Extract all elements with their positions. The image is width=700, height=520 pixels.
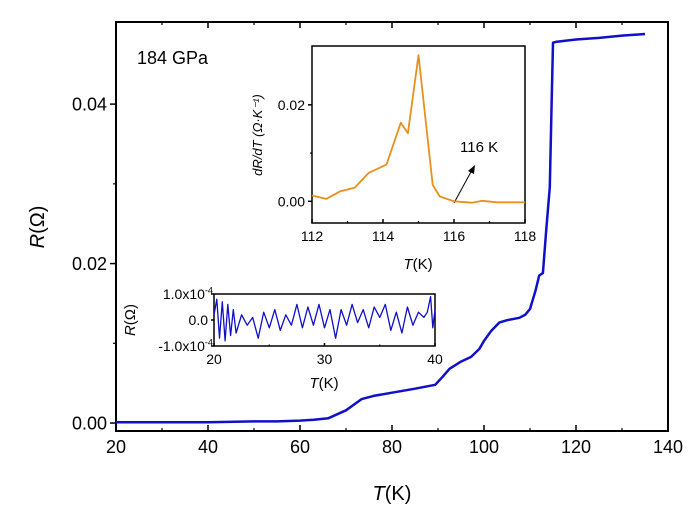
main-y-axis-label: R(Ω) xyxy=(27,206,49,249)
main-x-axis-label: T(K) xyxy=(373,483,412,505)
y-tick-label: 1.0x10-4 xyxy=(163,285,213,302)
y-tick-label: -1.0x10-4 xyxy=(158,337,213,354)
x-label-symbol: T xyxy=(373,483,387,505)
x-tick-label: 40 xyxy=(427,351,443,367)
x-tick-label: 116 xyxy=(443,228,466,244)
pressure-annotation: 184 GPa xyxy=(137,48,209,68)
x-label-unit: (K) xyxy=(385,483,412,505)
data-line xyxy=(213,295,436,342)
y-label-symbol: R xyxy=(27,234,49,248)
data-line xyxy=(116,32,646,424)
x-tick-label: 60 xyxy=(290,437,310,457)
inset2-x-unit: (K) xyxy=(319,375,339,392)
y-label-unit: (Ω) xyxy=(27,206,49,234)
inset2-frame xyxy=(213,293,436,347)
main-plot: 184 GPa T(K) R(Ω) 20 40 60 80 100 120 1400.000… xyxy=(27,21,683,505)
y-tick-label: 0.02 xyxy=(72,254,107,274)
inset1-arrow xyxy=(453,169,473,204)
x-tick-label: 100 xyxy=(469,437,499,457)
inset1-y-axis-label: dR/dT (Ω·K⁻¹) xyxy=(250,94,265,176)
x-tick-label: 114 xyxy=(372,228,395,244)
inset1-x-symbol: T xyxy=(403,256,414,273)
y-tick-label: 0.02 xyxy=(278,97,305,113)
x-tick-label: 118 xyxy=(514,228,537,244)
x-tick-label: 120 xyxy=(561,437,591,457)
y-tick-label: 0.04 xyxy=(72,95,107,115)
noise-inset: T(K) R(Ω) 20 30 40 1.0x10-4 0.0 -1.0x10-4 xyxy=(122,285,443,392)
y-tick-label: 0.00 xyxy=(72,414,107,434)
x-tick-label: 30 xyxy=(317,351,333,367)
x-tick-label: 112 xyxy=(301,228,324,244)
inset1-x-unit: (K) xyxy=(413,256,433,273)
inset2-y-symbol: R xyxy=(122,325,139,336)
inset1-frame xyxy=(311,45,526,224)
x-tick-label: 80 xyxy=(382,437,402,457)
x-tick-label: 20 xyxy=(206,351,222,367)
inset2-y-axis-label: R(Ω) xyxy=(122,304,139,336)
x-tick-label: 20 xyxy=(106,437,126,457)
inset2-x-symbol: T xyxy=(309,375,320,392)
x-tick-label: 140 xyxy=(653,437,683,457)
y-tick-label: 0.0 xyxy=(189,312,209,328)
x-tick-label: 40 xyxy=(198,437,218,457)
inset2-y-unit: (Ω) xyxy=(122,304,139,325)
inset1-x-axis-label: T(K) xyxy=(403,256,432,273)
inset1-annotation: 116 K xyxy=(460,139,498,156)
y-tick-label: 0.00 xyxy=(278,193,305,209)
inset1-arrowhead xyxy=(468,165,475,174)
inset2-x-axis-label: T(K) xyxy=(309,375,338,392)
derivative-inset: 116 K T(K) dR/dT (Ω·K⁻¹) 112 114 116 118 0.0… xyxy=(250,45,537,273)
data-line xyxy=(311,54,525,204)
